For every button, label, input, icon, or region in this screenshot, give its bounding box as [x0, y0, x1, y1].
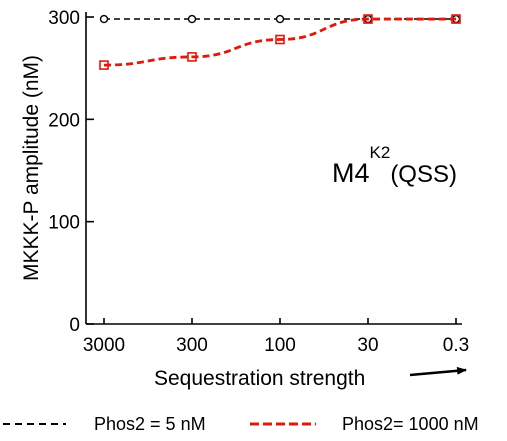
y-axis-ticks: 0 100 200 300 — [48, 8, 94, 336]
data-point — [275, 14, 285, 24]
series-2 — [99, 14, 461, 70]
y-tick-label: 0 — [69, 315, 80, 336]
legend: Phos2 = 5 nM Phos2= 1000 nM — [3, 414, 479, 434]
y-tick-label: 200 — [48, 110, 80, 131]
data-point — [363, 14, 373, 24]
data-point — [99, 60, 109, 70]
y-axis-title: MKKK-P amplitude (nM) — [20, 55, 43, 281]
series-line — [103, 17, 456, 67]
series-1 — [99, 14, 461, 24]
legend-label-series-2: Phos2= 1000 nM — [342, 414, 479, 434]
x-tick-label: 3000 — [83, 335, 125, 356]
legend-label-series-1: Phos2 = 5 nM — [94, 414, 206, 434]
x-axis-title-arrow — [409, 366, 467, 377]
x-tick-label: 300 — [176, 335, 208, 356]
x-tick-label: 30 — [357, 335, 378, 356]
y-tick-label: 300 — [48, 8, 80, 29]
data-point — [275, 34, 285, 45]
annotation-main: M4 — [332, 158, 370, 188]
x-tick-label: 100 — [264, 335, 296, 356]
x-axis-title: Sequestration strength — [154, 367, 365, 390]
x-axis-ticks: 3000 300 100 30 0.3 — [83, 318, 469, 356]
data-point — [451, 14, 461, 24]
annotation-superscript: K2 — [370, 143, 391, 162]
series-layer — [99, 14, 461, 70]
data-point — [187, 52, 197, 62]
annotation-suffix: (QSS) — [390, 161, 457, 188]
data-point — [187, 14, 197, 24]
chart-annotation: M4K2(QSS) — [332, 143, 457, 188]
x-tick-label: 0.3 — [443, 335, 469, 356]
data-point — [99, 14, 109, 24]
y-tick-label: 100 — [48, 213, 80, 234]
